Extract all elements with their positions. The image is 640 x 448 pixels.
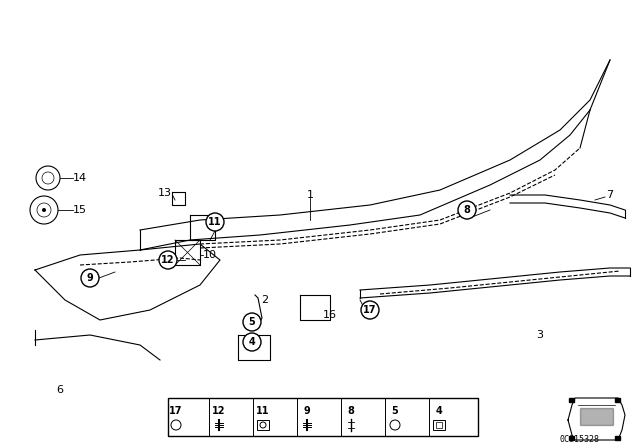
- Circle shape: [458, 201, 476, 219]
- Text: 3: 3: [536, 330, 543, 340]
- Text: 9: 9: [86, 273, 93, 283]
- Text: 4: 4: [248, 337, 255, 347]
- Bar: [615, 436, 620, 440]
- Text: 8: 8: [348, 406, 355, 416]
- Bar: [257, 420, 269, 430]
- Text: 12: 12: [161, 255, 175, 265]
- Text: 11: 11: [208, 217, 221, 227]
- Text: 10: 10: [203, 250, 217, 260]
- Text: 8: 8: [463, 205, 470, 215]
- Text: 2: 2: [261, 295, 269, 305]
- Circle shape: [243, 313, 261, 331]
- Bar: [436, 422, 442, 428]
- Circle shape: [159, 251, 177, 269]
- Text: 0C015328: 0C015328: [560, 435, 600, 444]
- Polygon shape: [580, 408, 613, 425]
- Text: 15: 15: [73, 205, 87, 215]
- Text: 14: 14: [73, 173, 87, 183]
- Text: 1: 1: [307, 190, 314, 200]
- Bar: [615, 398, 620, 402]
- Text: 11: 11: [256, 406, 269, 416]
- Text: 6: 6: [56, 385, 63, 395]
- Bar: [433, 420, 445, 430]
- Text: 17: 17: [169, 406, 183, 416]
- Bar: [569, 398, 574, 402]
- Text: 7: 7: [607, 190, 614, 200]
- Circle shape: [361, 301, 379, 319]
- Text: 9: 9: [303, 406, 310, 416]
- Circle shape: [42, 208, 46, 212]
- Text: 17: 17: [364, 305, 377, 315]
- Bar: [569, 436, 574, 440]
- Text: 12: 12: [212, 406, 226, 416]
- Text: 5: 5: [248, 317, 255, 327]
- Circle shape: [81, 269, 99, 287]
- Text: 5: 5: [392, 406, 398, 416]
- Text: 4: 4: [436, 406, 442, 416]
- Text: 16: 16: [323, 310, 337, 320]
- Circle shape: [206, 213, 224, 231]
- Text: 13: 13: [158, 188, 172, 198]
- FancyBboxPatch shape: [168, 398, 478, 436]
- Circle shape: [243, 333, 261, 351]
